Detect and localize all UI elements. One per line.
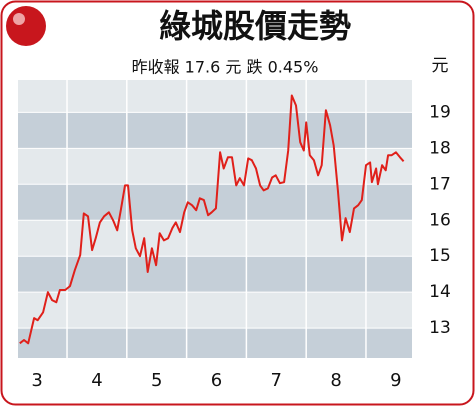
grid-band — [18, 148, 412, 185]
y-tick-label: 15 — [429, 246, 451, 266]
logo-ball — [6, 6, 46, 46]
grid-band — [18, 220, 412, 257]
logo-shine — [13, 13, 25, 25]
grid-band — [18, 80, 412, 113]
x-tick-label: 3 — [31, 370, 42, 391]
y-tick-label: 16 — [429, 210, 451, 230]
y-tick-label: 18 — [429, 138, 451, 158]
x-tick-label: 6 — [211, 370, 222, 391]
price-line — [19, 94, 405, 345]
x-tick-label: 8 — [330, 370, 341, 391]
x-tick-label: 4 — [91, 370, 102, 391]
x-tick-label: 5 — [151, 370, 162, 391]
x-tick-label: 7 — [271, 370, 282, 391]
chart-title: 綠城股價走勢 — [159, 7, 351, 45]
grid-band — [18, 256, 412, 293]
y-tick-label: 17 — [429, 174, 451, 194]
x-tick-label: 9 — [390, 370, 401, 391]
grid-band — [18, 328, 412, 358]
grid-band — [18, 112, 412, 149]
y-unit: 元 — [432, 56, 449, 76]
chart-subtitle: 昨收報 17.6 元 跌 0.45% — [132, 58, 319, 77]
y-tick-label: 19 — [429, 102, 451, 122]
grid-band — [18, 292, 412, 329]
y-tick-label: 14 — [429, 282, 451, 302]
y-tick-label: 13 — [429, 318, 451, 338]
